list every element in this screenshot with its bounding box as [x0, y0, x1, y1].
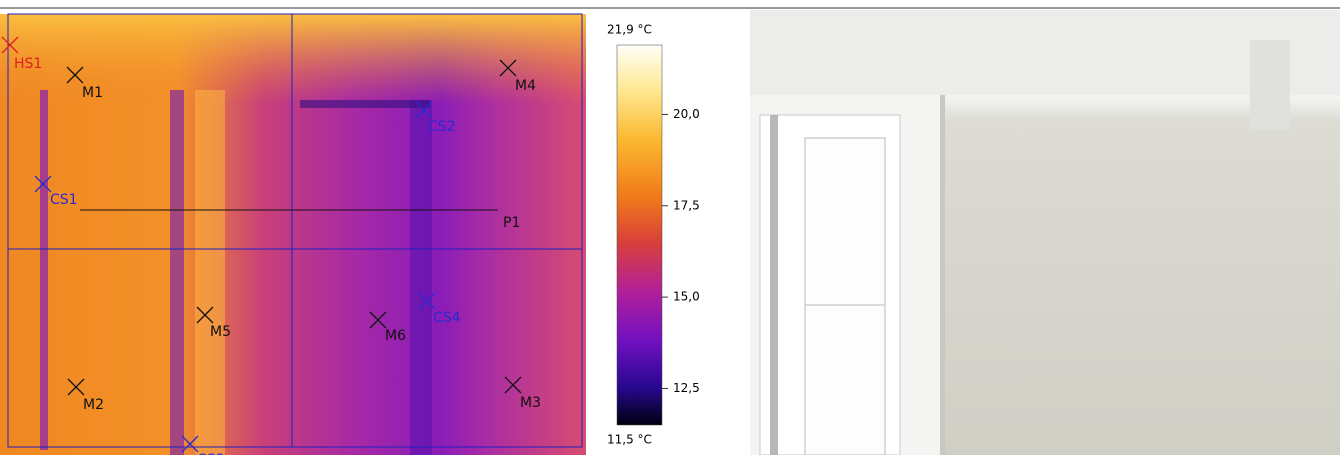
marker-label: HS1	[14, 56, 42, 72]
marker-cross	[418, 292, 436, 310]
scale-tick-label: 20,0	[673, 107, 700, 121]
marker-cross	[67, 378, 85, 396]
marker-label: CS3	[197, 452, 225, 455]
marker-label: CS1	[50, 192, 78, 208]
marker-label: M4	[515, 78, 536, 94]
marker-label: M6	[385, 328, 406, 344]
scale-tick-label: 12,5	[673, 381, 700, 395]
scale-min: 11,5 °C	[607, 433, 652, 447]
marker-label: M1	[82, 85, 103, 101]
marker-label: M3	[520, 395, 541, 411]
thermal-image	[0, 13, 586, 455]
marker-label: M2	[83, 397, 104, 413]
marker-cross	[181, 435, 199, 453]
marker-label: CS2	[428, 119, 456, 135]
scale-tick-label: 15,0	[673, 290, 700, 304]
marker-cross	[415, 101, 433, 119]
marker-cross	[499, 59, 517, 77]
marker-cross	[196, 306, 214, 324]
photo	[750, 10, 1340, 456]
marker-label: M5	[210, 324, 231, 340]
scale-max: 21,9 °C	[607, 23, 652, 37]
marker-cross	[369, 311, 387, 329]
marker-label: P1	[503, 215, 520, 231]
marker-cross	[34, 175, 52, 193]
scale-tick-label: 17,5	[673, 198, 700, 212]
marker-cross	[1, 36, 19, 54]
marker-cross	[504, 376, 522, 394]
marker-label: CS4	[433, 310, 461, 326]
marker-cross	[66, 66, 84, 84]
color-scale	[616, 44, 663, 426]
